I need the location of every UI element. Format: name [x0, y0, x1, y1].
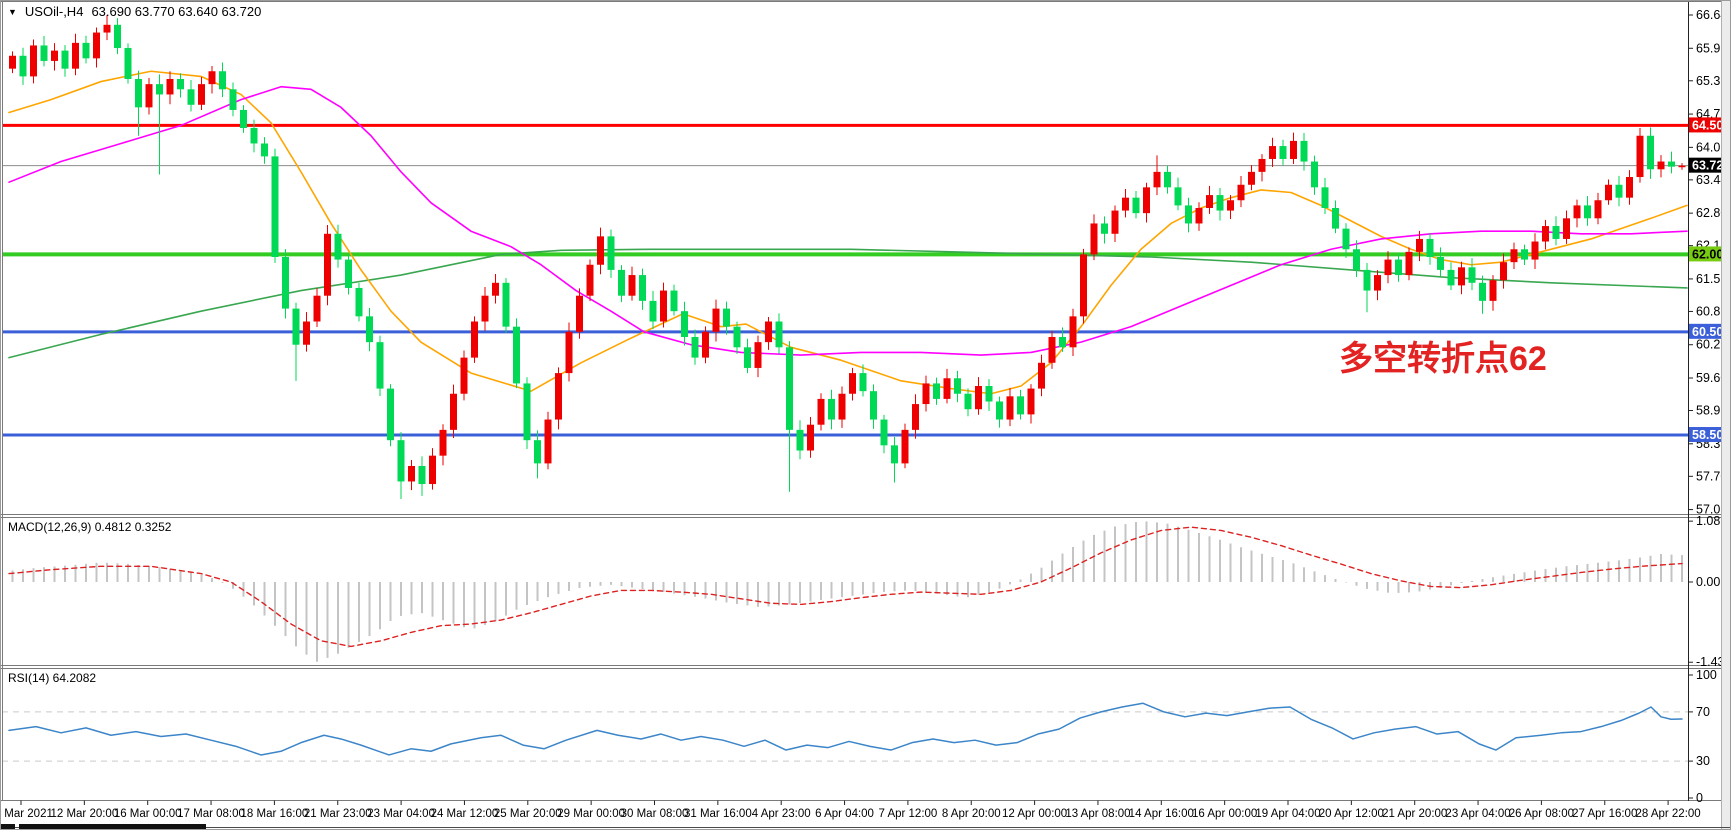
chart-dropdown-icon[interactable]: ▼ — [8, 6, 17, 17]
time-tick-label: 20 Apr 12:00 — [1319, 808, 1384, 820]
time-tick-label: 23 Mar 04:00 — [367, 808, 435, 820]
time-tick-label: 17 Mar 08:00 — [177, 808, 245, 820]
price-line-label-62.000-bg — [1689, 246, 1730, 262]
time-tick-label: 18 Mar 16:00 — [241, 808, 309, 820]
time-tick-label: 28 Apr 22:00 — [1635, 808, 1700, 820]
current-price-label-bg — [1689, 157, 1730, 173]
time-tick-label: 31 Mar 16:00 — [684, 808, 752, 820]
time-tick-label: 19 Apr 04:00 — [1255, 808, 1320, 820]
current-price-label: 63.720 — [1692, 159, 1730, 173]
horizontal-scrollbar-thumb[interactable] — [19, 824, 206, 829]
time-tick-label: 16 Apr 00:00 — [1192, 808, 1257, 820]
time-tick-label: 12 Mar 20:00 — [50, 808, 118, 820]
macd-tick-label: 0.00 — [1696, 575, 1720, 589]
time-tick-label: 16 Mar 00:00 — [114, 808, 182, 820]
time-tick-label: 29 Mar 00:00 — [557, 808, 625, 820]
time-tick-label: 21 Mar 23:00 — [304, 808, 372, 820]
time-tick-label: 26 Apr 08:00 — [1509, 808, 1574, 820]
time-tick-label: 27 Apr 16:00 — [1572, 808, 1637, 820]
time-tick-label: 7 Apr 12:00 — [878, 808, 937, 820]
time-tick-label: 4 Apr 23:00 — [752, 808, 811, 820]
price-line-label-64.500-bg — [1689, 117, 1730, 133]
price-line-label-60.500-bg — [1689, 323, 1730, 339]
candlesticks — [9, 15, 1686, 500]
price-line-label-64.500: 64.500 — [1692, 118, 1730, 132]
time-tick-label: 8 Apr 20:00 — [942, 808, 1001, 820]
time-tick-label: 30 Mar 08:00 — [621, 808, 689, 820]
time-tick-label: 23 Apr 04:00 — [1445, 808, 1510, 820]
price-line-label-58.500: 58.500 — [1692, 428, 1730, 442]
time-tick-label: 14 Apr 16:00 — [1129, 808, 1194, 820]
time-tick-label: 13 Apr 08:00 — [1065, 808, 1130, 820]
price-line-label-62.000: 62.000 — [1692, 247, 1730, 261]
time-tick-label: 12 Apr 00:00 — [1002, 808, 1067, 820]
macd-histogram — [11, 521, 1683, 662]
right-scroll-strip — [1721, 1, 1730, 829]
horizontal-scrollbar-track[interactable] — [1, 827, 1730, 828]
rsi-tick-label: 70 — [1696, 705, 1710, 719]
horizontal-scrollbar-cap — [1, 824, 15, 829]
ma-orange-line — [8, 70, 1688, 395]
price-line-label-58.500-bg — [1689, 427, 1730, 443]
rsi-tick-label: 100 — [1696, 668, 1717, 682]
ma-magenta-line — [8, 85, 1688, 356]
time-tick-label: 24 Mar 12:00 — [431, 808, 499, 820]
time-tick-label: 6 Apr 04:00 — [815, 808, 874, 820]
rsi-tick-label: 0 — [1696, 791, 1703, 805]
time-tick-label: 25 Mar 20:00 — [494, 808, 562, 820]
rsi-tick-label: 30 — [1696, 754, 1710, 768]
time-tick-label: 11 Mar 2021 — [1, 808, 53, 820]
time-tick-label: 21 Apr 20:00 — [1382, 808, 1447, 820]
rsi-line — [8, 702, 1683, 756]
price-line-label-60.500: 60.500 — [1692, 325, 1730, 339]
macd-signal-line — [8, 526, 1683, 648]
ma-green-line — [8, 248, 1688, 359]
